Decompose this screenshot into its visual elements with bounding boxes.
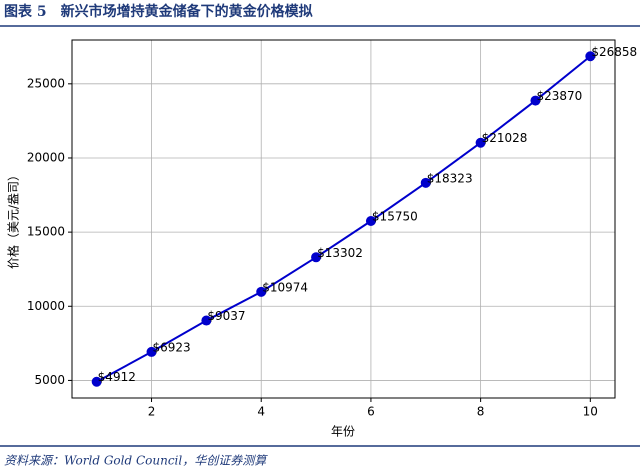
x-tick-label: 2 xyxy=(148,405,156,419)
point xyxy=(256,286,267,297)
y-tick-label: 5000 xyxy=(34,373,65,387)
value-label: $10974 xyxy=(262,280,308,294)
value-label: $26858 xyxy=(591,45,637,59)
point xyxy=(585,51,596,62)
chart-title: 图表 5 新兴市场增持黄金储备下的黄金价格模拟 xyxy=(4,3,313,20)
point xyxy=(91,376,102,387)
point xyxy=(420,177,431,188)
value-label: $23870 xyxy=(536,89,582,103)
x-tick-label: 4 xyxy=(257,405,265,419)
value-label: $21028 xyxy=(482,131,528,145)
x-tick-label: 10 xyxy=(583,405,598,419)
y-tick-label: 25000 xyxy=(27,76,65,90)
x-tick-label: 6 xyxy=(367,405,375,419)
x-tick-label: 8 xyxy=(477,405,485,419)
y-axis-label: 价格（美元/盎司） xyxy=(6,169,21,269)
point xyxy=(146,346,157,357)
value-label: $13302 xyxy=(317,246,363,260)
x-axis-label: 年份 xyxy=(331,425,355,439)
value-label: $15750 xyxy=(372,210,418,224)
value-label: $6923 xyxy=(153,340,191,354)
y-tick-label: 10000 xyxy=(27,299,65,313)
point xyxy=(530,95,541,106)
value-label: $18323 xyxy=(427,171,473,185)
value-label: $4912 xyxy=(98,370,136,384)
value-label: $9037 xyxy=(207,309,245,323)
plot-frame xyxy=(71,39,616,399)
source-note: 资料来源：World Gold Council，华创证券测算 xyxy=(4,454,268,468)
point xyxy=(311,252,322,263)
point xyxy=(201,315,212,326)
point xyxy=(365,216,376,227)
y-tick-label: 20000 xyxy=(27,150,65,164)
y-tick-label: 15000 xyxy=(27,225,65,239)
point xyxy=(475,137,486,148)
series-line xyxy=(96,55,591,383)
